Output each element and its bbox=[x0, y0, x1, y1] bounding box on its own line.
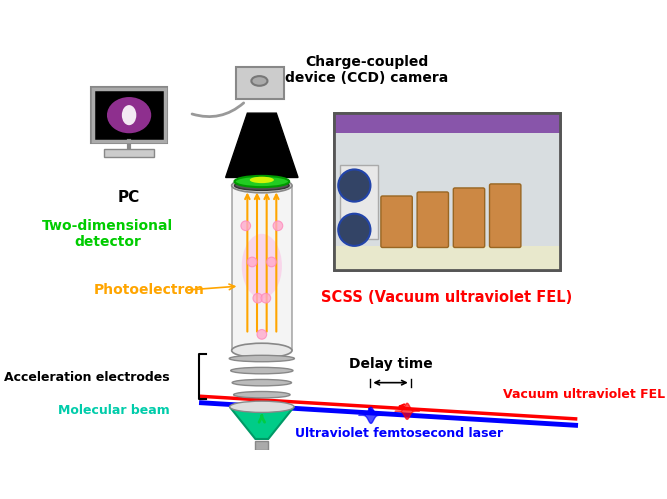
Circle shape bbox=[338, 170, 370, 202]
Text: PC: PC bbox=[118, 190, 140, 205]
Circle shape bbox=[257, 329, 267, 339]
FancyBboxPatch shape bbox=[340, 165, 378, 239]
Ellipse shape bbox=[122, 105, 136, 125]
FancyBboxPatch shape bbox=[334, 113, 560, 133]
Ellipse shape bbox=[233, 392, 290, 398]
Ellipse shape bbox=[251, 76, 267, 86]
Ellipse shape bbox=[232, 379, 291, 386]
FancyBboxPatch shape bbox=[334, 113, 560, 270]
FancyBboxPatch shape bbox=[417, 192, 448, 248]
Circle shape bbox=[241, 221, 251, 231]
FancyBboxPatch shape bbox=[334, 113, 560, 270]
Polygon shape bbox=[229, 407, 294, 439]
FancyBboxPatch shape bbox=[236, 67, 283, 99]
Text: Delay time: Delay time bbox=[349, 357, 432, 371]
Ellipse shape bbox=[107, 97, 151, 133]
Text: Vacuum ultraviolet FEL: Vacuum ultraviolet FEL bbox=[503, 388, 665, 401]
Polygon shape bbox=[225, 113, 298, 178]
Circle shape bbox=[338, 214, 370, 246]
Circle shape bbox=[247, 257, 257, 267]
FancyBboxPatch shape bbox=[255, 441, 268, 450]
FancyBboxPatch shape bbox=[104, 149, 154, 157]
Ellipse shape bbox=[229, 401, 294, 412]
Ellipse shape bbox=[231, 178, 292, 193]
Text: Molecular beam: Molecular beam bbox=[57, 404, 169, 417]
Circle shape bbox=[253, 293, 263, 303]
Ellipse shape bbox=[235, 181, 289, 190]
Text: Ultraviolet femtosecond laser: Ultraviolet femtosecond laser bbox=[295, 427, 503, 440]
Circle shape bbox=[273, 221, 283, 231]
FancyBboxPatch shape bbox=[91, 87, 167, 143]
Circle shape bbox=[267, 257, 276, 267]
Ellipse shape bbox=[229, 355, 294, 362]
Text: Photoelectron: Photoelectron bbox=[94, 283, 205, 297]
Ellipse shape bbox=[231, 367, 293, 374]
Ellipse shape bbox=[231, 343, 292, 358]
Circle shape bbox=[261, 293, 271, 303]
FancyBboxPatch shape bbox=[231, 186, 292, 350]
Text: SCSS (Vacuum ultraviolet FEL): SCSS (Vacuum ultraviolet FEL) bbox=[321, 290, 572, 305]
FancyBboxPatch shape bbox=[490, 184, 521, 248]
Ellipse shape bbox=[249, 177, 274, 183]
FancyBboxPatch shape bbox=[334, 246, 560, 270]
Ellipse shape bbox=[235, 176, 289, 187]
Text: Acceleration electrodes: Acceleration electrodes bbox=[4, 371, 169, 384]
FancyBboxPatch shape bbox=[381, 196, 412, 248]
Text: Two-dimensional
detector: Two-dimensional detector bbox=[42, 219, 173, 249]
FancyBboxPatch shape bbox=[454, 188, 485, 248]
Text: Charge-coupled
device (CCD) camera: Charge-coupled device (CCD) camera bbox=[285, 55, 448, 85]
Ellipse shape bbox=[241, 234, 282, 298]
